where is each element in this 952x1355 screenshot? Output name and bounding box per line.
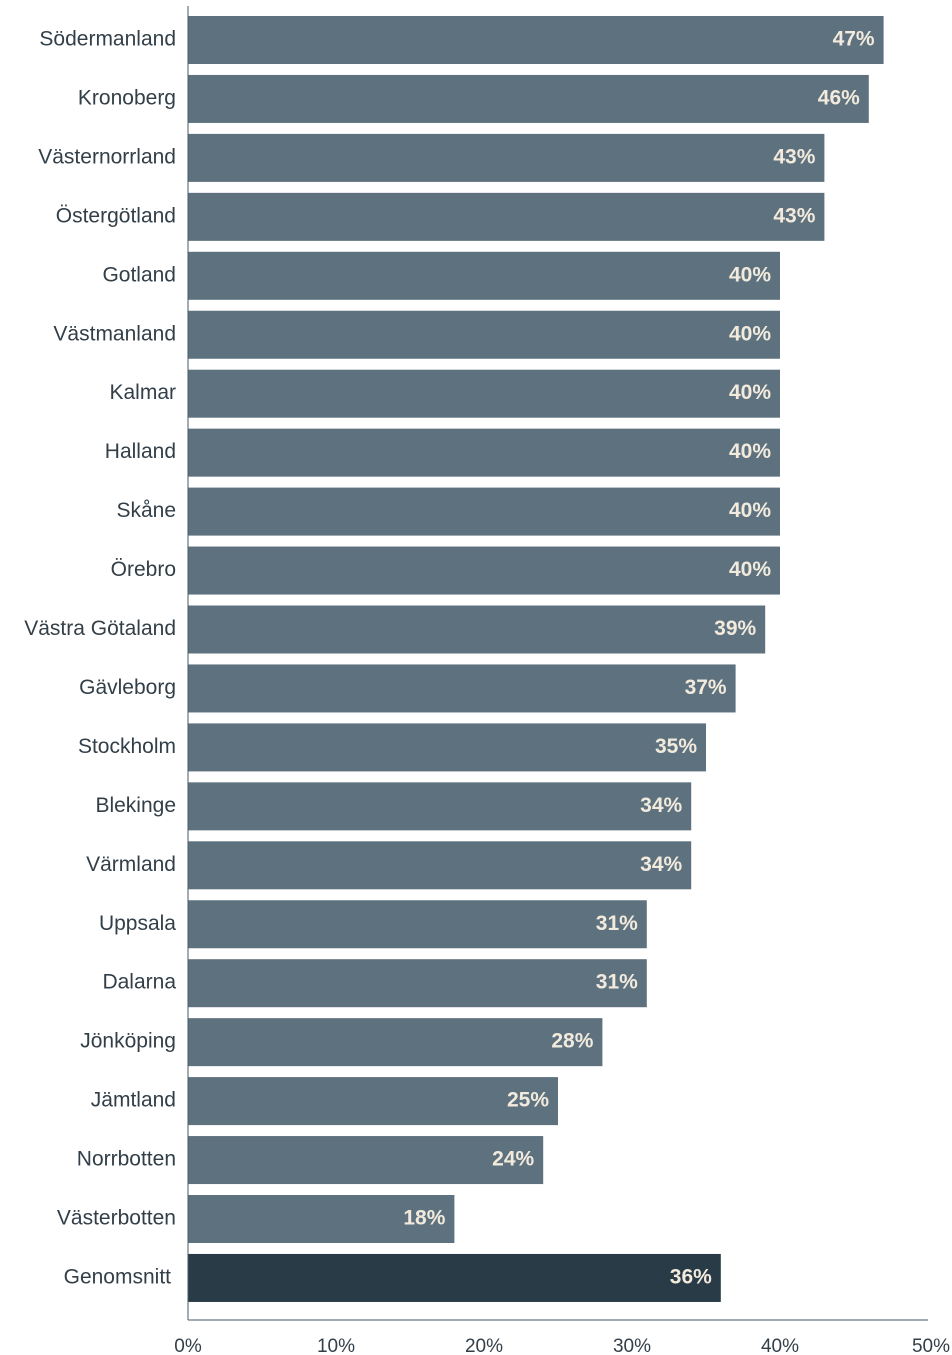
- category-label-norrbotten: Norrbotten: [77, 1148, 176, 1171]
- x-tick-label-20: 20%: [465, 1336, 503, 1355]
- value-label-kalmar: 40%: [729, 381, 771, 404]
- x-tick-label-30: 30%: [613, 1336, 651, 1355]
- bar-uppsala: [188, 900, 647, 949]
- category-label-kalmar: Kalmar: [109, 381, 176, 404]
- category-label-stockholm: Stockholm: [78, 735, 176, 758]
- bar-vastmanland: [188, 310, 780, 359]
- category-label-vasterbotten: Västerbotten: [57, 1207, 176, 1230]
- bar-vasternorrland: [188, 133, 825, 182]
- x-tick-label-10: 10%: [317, 1336, 355, 1355]
- bar-kalmar: [188, 369, 780, 418]
- value-label-gotland: 40%: [729, 263, 771, 286]
- category-label-gotland: Gotland: [102, 263, 176, 286]
- bar-skane: [188, 487, 780, 536]
- value-label-vasternorrland: 43%: [773, 145, 815, 168]
- category-label-sodermanland: Södermanland: [39, 28, 176, 51]
- bar-ostergotland: [188, 192, 825, 241]
- value-label-jamtland: 25%: [507, 1089, 549, 1112]
- bar-norrbotten: [188, 1136, 544, 1185]
- value-label-varmland: 34%: [640, 853, 682, 876]
- value-labels: 47% 46% 43% 43% 40% 40% 40% 40% 40% 40% 39% 37% 35% 3…: [403, 28, 875, 1289]
- value-label-dalarna: 31%: [596, 971, 638, 994]
- x-tick-label-0: 0%: [174, 1336, 202, 1355]
- bar-blekinge: [188, 782, 692, 831]
- value-label-kronoberg: 46%: [818, 86, 860, 109]
- category-label-kronoberg: Kronoberg: [78, 86, 176, 109]
- category-label-vastra-gotaland: Västra Götaland: [24, 617, 176, 640]
- bar-dalarna: [188, 959, 647, 1008]
- category-label-genomsnitt: Genomsnitt: [64, 1265, 172, 1288]
- bar-kronoberg: [188, 74, 869, 123]
- category-label-jonkoping: Jönköping: [80, 1030, 176, 1053]
- bars-group: [188, 16, 884, 1302]
- x-axis-ticks: 0% 10% 20% 30% 40% 50%: [174, 1336, 950, 1355]
- value-label-vastra-gotaland: 39%: [714, 617, 756, 640]
- value-label-skane: 40%: [729, 499, 771, 522]
- value-label-norrbotten: 24%: [492, 1148, 534, 1171]
- value-label-halland: 40%: [729, 440, 771, 463]
- bar-gotland: [188, 251, 780, 300]
- bar-varmland: [188, 841, 692, 890]
- value-label-uppsala: 31%: [596, 912, 638, 935]
- category-label-vasternorrland: Västernorrland: [38, 145, 176, 168]
- category-label-orebro: Örebro: [111, 558, 176, 581]
- category-label-varmland: Värmland: [86, 853, 176, 876]
- category-label-uppsala: Uppsala: [99, 912, 176, 935]
- category-label-jamtland: Jämtland: [91, 1089, 176, 1112]
- value-label-orebro: 40%: [729, 558, 771, 581]
- value-label-sodermanland: 47%: [833, 28, 875, 51]
- value-label-vastmanland: 40%: [729, 322, 771, 345]
- bar-genomsnitt: [188, 1253, 721, 1302]
- value-label-ostergotland: 43%: [773, 204, 815, 227]
- category-label-gavleborg: Gävleborg: [79, 676, 176, 699]
- value-label-blekinge: 34%: [640, 794, 682, 817]
- value-label-jonkoping: 28%: [551, 1030, 593, 1053]
- category-label-ostergotland: Östergötland: [56, 204, 176, 227]
- bar-jonkoping: [188, 1018, 603, 1067]
- bar-vastra-gotaland: [188, 605, 766, 654]
- bar-halland: [188, 428, 780, 477]
- bar-sodermanland: [188, 16, 884, 64]
- bar-vasterbotten: [188, 1195, 455, 1243]
- x-tick-label-50: 50%: [912, 1336, 950, 1355]
- value-label-vasterbotten: 18%: [403, 1207, 445, 1230]
- category-label-skane: Skåne: [116, 499, 176, 522]
- x-tick-label-40: 40%: [761, 1336, 799, 1355]
- value-label-gavleborg: 37%: [685, 676, 727, 699]
- category-label-halland: Halland: [105, 440, 176, 463]
- bar-gavleborg: [188, 664, 736, 713]
- bar-stockholm: [188, 723, 706, 772]
- category-label-dalarna: Dalarna: [102, 971, 176, 994]
- category-labels: Södermanland Kronoberg Västernorrland Öster…: [24, 28, 176, 1289]
- value-label-stockholm: 35%: [655, 735, 697, 758]
- category-label-vastmanland: Västmanland: [53, 322, 176, 345]
- bar-jamtland: [188, 1077, 558, 1126]
- bar-orebro: [188, 546, 780, 595]
- category-label-blekinge: Blekinge: [95, 794, 176, 817]
- value-label-genomsnitt: 36%: [670, 1265, 712, 1288]
